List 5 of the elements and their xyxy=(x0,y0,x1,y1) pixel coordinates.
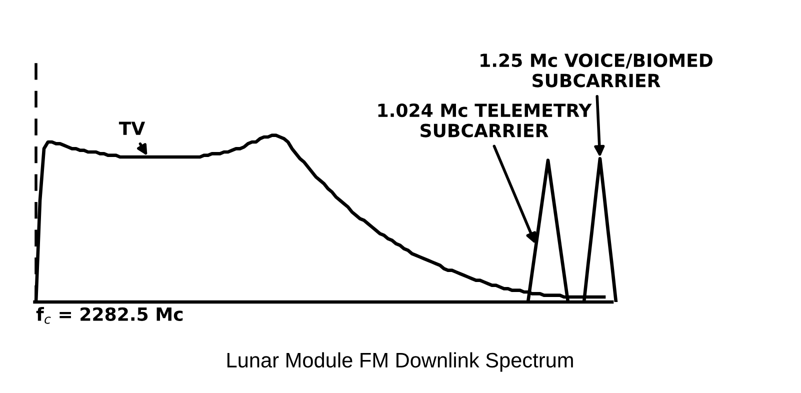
text: TV xyxy=(118,122,146,135)
text: Lunar Module FM Downlink Spectrum xyxy=(227,352,573,372)
annotation: 1.024 Mc TELEMETRY SUBCARRIER xyxy=(378,103,592,138)
text: 1.25 Mc VOICE/BIOMED SUBCARRIER xyxy=(480,53,712,88)
text: f$_{c}$ = 2282.5 Mc xyxy=(36,306,183,324)
